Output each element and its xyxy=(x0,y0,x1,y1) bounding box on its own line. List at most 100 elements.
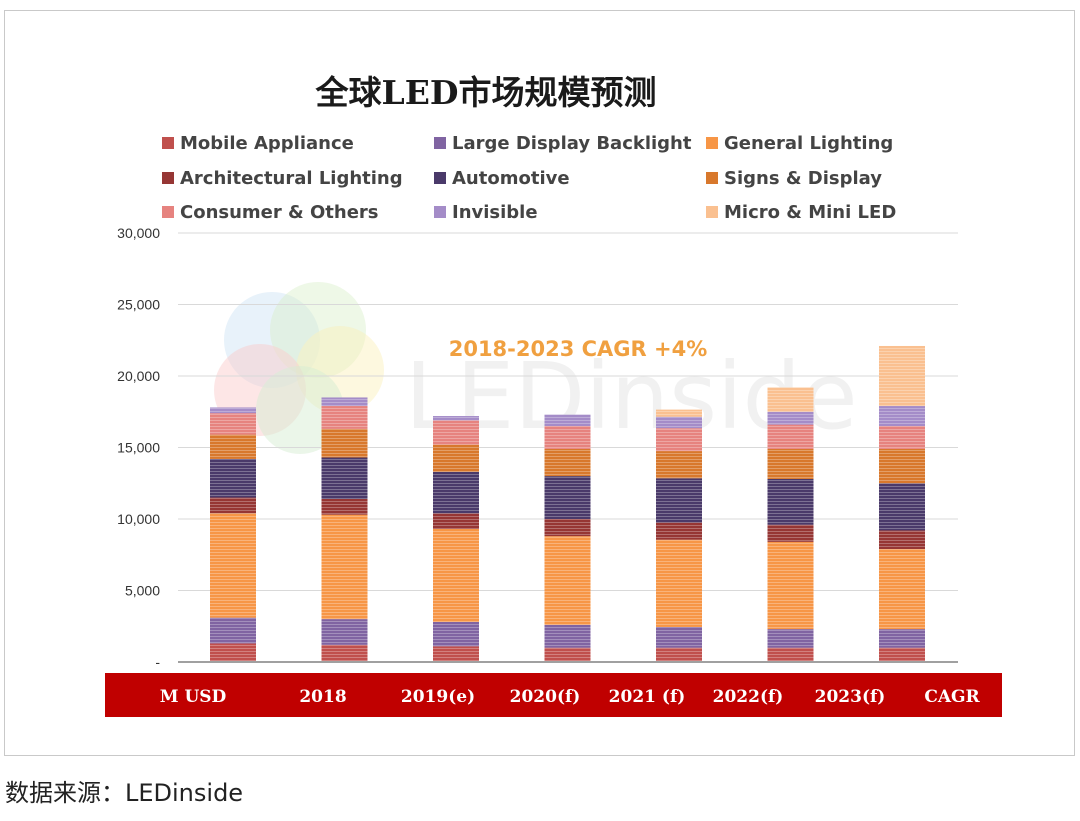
bar-segment-texture xyxy=(767,629,814,648)
bar-segment-texture xyxy=(321,619,368,645)
bar-segment-texture xyxy=(321,406,368,429)
bar-segment-texture xyxy=(433,646,479,662)
bar-segment-texture xyxy=(433,416,479,421)
bar-segment-texture xyxy=(879,549,925,630)
bar-segment-texture xyxy=(656,539,702,627)
y-tick-label: 30,000 xyxy=(117,225,160,241)
bar-segment-texture xyxy=(656,478,702,523)
y-tick-label: - xyxy=(155,654,160,670)
bar-segment-texture xyxy=(656,626,702,648)
legend-swatch xyxy=(162,137,174,149)
bar-segment-texture xyxy=(767,524,814,542)
bar-segment-texture xyxy=(767,424,814,449)
bar-segment-texture xyxy=(210,413,256,435)
bar-segment-texture xyxy=(656,522,702,540)
y-tick-label: 10,000 xyxy=(117,511,160,527)
x-category-label: 2023(f) xyxy=(815,687,886,707)
legend-swatch xyxy=(706,172,718,184)
bar-segment-texture xyxy=(210,513,256,618)
legend-swatch xyxy=(434,206,446,218)
bar-segment-texture xyxy=(321,644,368,662)
x-category-label: 2021 (f) xyxy=(609,687,686,707)
legend-label: General Lighting xyxy=(724,133,893,154)
bar-segment-texture xyxy=(656,409,702,417)
bar-segment-texture xyxy=(879,530,925,550)
bar-segment-texture xyxy=(879,483,925,531)
y-tick-label: 20,000 xyxy=(117,368,160,384)
bar-segment-texture xyxy=(210,643,256,662)
chart-title: 全球LED市场规模预测 xyxy=(315,73,657,112)
bar-segment-texture xyxy=(767,411,814,425)
bars xyxy=(210,345,925,662)
chart: LEDinside 全球LED市场规模预测 Mobile Appliance La… xyxy=(105,73,1002,717)
cagr-annotation: 2018-2023 CAGR +4% xyxy=(449,337,708,361)
bar-segment-texture xyxy=(656,428,702,452)
x-category-label: 2018 xyxy=(299,687,346,707)
bar-segment-texture xyxy=(656,416,702,429)
legend-label: Consumer & Others xyxy=(180,202,379,223)
watermark-logo: LEDinside xyxy=(214,282,858,454)
bar-segment-texture xyxy=(544,448,591,477)
legend-label: Mobile Appliance xyxy=(180,133,354,154)
bar-segment-texture xyxy=(879,426,925,449)
bar-segment-texture xyxy=(433,621,479,647)
bar-segment-texture xyxy=(433,444,479,472)
legend-swatch xyxy=(434,137,446,149)
x-category-label: M USD xyxy=(160,687,227,707)
bar-segment-texture xyxy=(879,448,925,484)
y-axis: - 5,000 10,000 15,000 20,000 25,000 30,000 xyxy=(117,225,160,670)
legend-swatch xyxy=(706,206,718,218)
bar-segment-texture xyxy=(544,414,591,427)
legend-label: Automotive xyxy=(452,168,570,189)
y-tick-label: 5,000 xyxy=(125,583,160,599)
x-category-label: 2020(f) xyxy=(510,687,581,707)
legend-label: Large Display Backlight xyxy=(452,133,692,154)
bar-segment-texture xyxy=(544,519,591,537)
x-category-label: 2019(e) xyxy=(401,687,475,707)
bar-segment-texture xyxy=(767,448,814,479)
legend-label: Micro & Mini LED xyxy=(724,202,896,223)
bar-segment-texture xyxy=(544,536,591,625)
bar-segment-texture xyxy=(433,529,479,622)
bar-segment-texture xyxy=(544,624,591,648)
legend-swatch xyxy=(434,172,446,184)
bar-segment-texture xyxy=(433,513,479,530)
bar-segment-texture xyxy=(433,420,479,445)
bar-segment-texture xyxy=(879,345,925,407)
category-labels: M USD 2018 2019(e) 2020(f) 2021 (f) 2022(f) 20… xyxy=(160,687,981,707)
legend-swatch xyxy=(162,206,174,218)
legend-swatch xyxy=(706,137,718,149)
bar-segment-texture xyxy=(210,617,256,644)
bar-segment-texture xyxy=(321,498,368,515)
bar-segment-texture xyxy=(767,387,814,412)
y-tick-label: 25,000 xyxy=(117,297,160,313)
bar-segment-texture xyxy=(210,407,256,414)
bar-segment-texture xyxy=(544,426,591,449)
legend-label: Invisible xyxy=(452,202,538,223)
bar-segment-texture xyxy=(210,497,256,514)
bar-segment-texture xyxy=(767,478,814,525)
legend-label: Signs & Display xyxy=(724,168,882,189)
bar-segment-texture xyxy=(210,458,256,498)
bar-segment-texture xyxy=(879,629,925,648)
bar-segment-texture xyxy=(544,647,591,662)
bar-segment-texture xyxy=(433,471,479,514)
bar-segment-texture xyxy=(210,434,256,459)
bar-segment-texture xyxy=(321,514,368,620)
category-band xyxy=(105,673,1002,717)
x-category-label: 2022(f) xyxy=(713,687,784,707)
bar-segment-texture xyxy=(321,397,368,407)
bar-segment-texture xyxy=(321,457,368,499)
legend-label: Architectural Lighting xyxy=(180,168,403,189)
legend-swatch xyxy=(162,172,174,184)
source-note: 数据来源：LEDinside xyxy=(5,779,244,807)
bar-segment-texture xyxy=(656,647,702,662)
bar-segment-texture xyxy=(544,476,591,519)
legend: Mobile Appliance Large Display Backlight G… xyxy=(162,133,896,223)
y-tick-label: 15,000 xyxy=(117,440,160,456)
bar-segment-texture xyxy=(767,541,814,630)
bar-segment-texture xyxy=(767,647,814,662)
bar-segment-texture xyxy=(656,451,702,479)
bar-segment-texture xyxy=(879,406,925,427)
bar-segment-texture xyxy=(321,428,368,458)
